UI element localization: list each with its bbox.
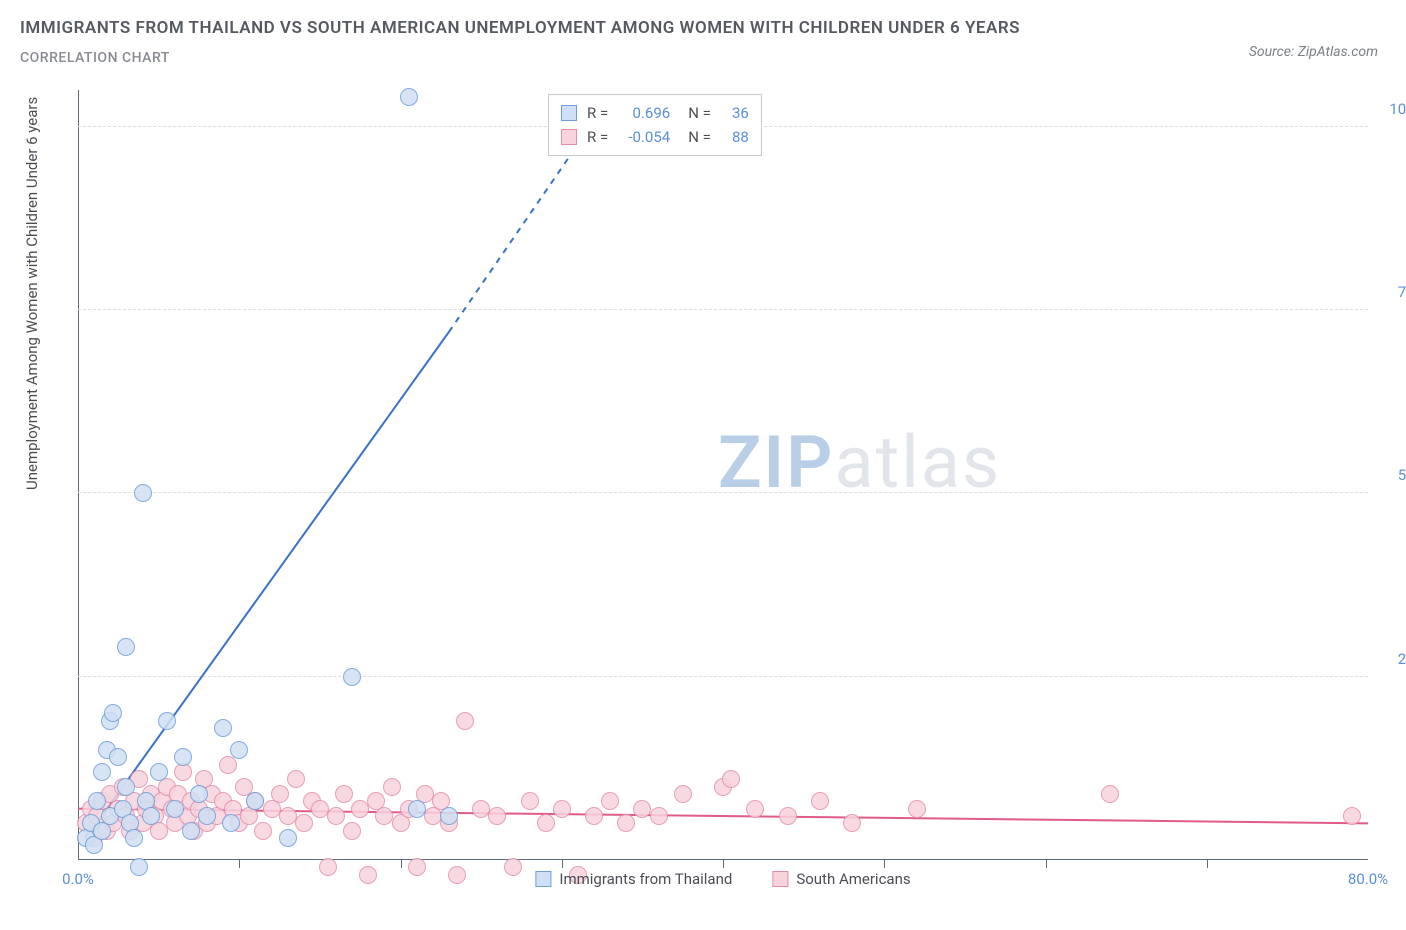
scatter-point [190,785,208,803]
scatter-point [109,748,127,766]
scatter-point [456,712,474,730]
stats-row: R = -0.054 N = 88 [561,125,749,149]
scatter-point [383,778,401,796]
scatter-point [319,858,337,876]
x-tick-label: 80.0% [1348,870,1388,888]
scatter-point [504,858,522,876]
scatter-point [811,792,829,810]
y-tick-label: 50.0% [1378,466,1406,484]
stat-n-value: 36 [721,101,749,125]
x-tick [1046,860,1047,868]
scatter-point [182,822,200,840]
scatter-point [150,763,168,781]
scatter-point [214,719,232,737]
stats-row: R = 0.696 N = 36 [561,101,749,125]
scatter-point [448,866,466,884]
scatter-point [117,638,135,656]
stat-n-label: N = [688,101,711,125]
scatter-point [440,807,458,825]
scatter-point [104,704,122,722]
scatter-point [271,785,289,803]
scatter-point [117,778,135,796]
stat-r-label: R = [587,101,608,125]
stat-n-label: N = [688,125,711,149]
scatter-point [130,858,148,876]
legend-swatch [561,129,577,145]
source-attribution: Source: ZipAtlas.com [1249,44,1378,60]
scatter-point [222,814,240,832]
y-tick-label: 75.0% [1378,283,1406,301]
scatter-point [174,748,192,766]
y-tick-label: 100.0% [1378,100,1406,118]
scatter-point [674,785,692,803]
scatter-point [198,807,216,825]
stats-legend: R = 0.696 N = 36 R = -0.054 N = 88 [548,94,762,156]
x-tick [401,860,402,868]
x-tick [1207,860,1208,868]
scatter-point [843,814,861,832]
scatter-point [287,770,305,788]
scatter-point [650,807,668,825]
scatter-point [88,792,106,810]
scatter-point [908,800,926,818]
scatter-point [1101,785,1119,803]
correlation-chart: Unemployment Among Women with Children U… [42,90,1382,890]
stat-r-label: R = [587,125,608,149]
x-tick [884,860,885,868]
scatter-point [166,800,184,818]
scatter-point [125,829,143,847]
stat-n-value: 88 [721,125,749,149]
scatter-point [779,807,797,825]
subtitle: CORRELATION CHART [20,50,1386,66]
scatter-point [142,807,160,825]
x-tick [239,860,240,868]
scatter-point [219,756,237,774]
scatter-point [400,88,418,106]
scatter-point [343,668,361,686]
scatter-point [246,792,264,810]
legend-swatch [561,105,577,121]
scatter-point [295,814,313,832]
y-tick-label: 25.0% [1378,650,1406,668]
scatter-point [134,484,152,502]
scatter-point [359,866,377,884]
scatter-point [537,814,555,832]
x-tick [562,860,563,868]
scatter-point [158,712,176,730]
scatter-point [335,785,353,803]
trend-line [86,332,449,838]
page-title: IMMIGRANTS FROM THAILAND VS SOUTH AMERIC… [20,18,1386,38]
scatter-point [1343,807,1361,825]
stat-r-value: 0.696 [618,101,670,125]
scatter-point [617,814,635,832]
scatter-point [553,800,571,818]
scatter-point [343,822,361,840]
legend-label: Immigrants from Thailand [559,870,732,888]
trend-layer [78,90,1368,860]
x-tick [723,860,724,868]
bottom-legend: Immigrants from Thailand South Americans [535,870,910,888]
legend-label: South Americans [796,870,910,888]
x-tick-label: 0.0% [62,870,94,888]
plot-area: ZIPatlas 25.0%50.0%75.0%100.0%0.0%80.0%R… [78,90,1368,860]
scatter-point [408,800,426,818]
scatter-point [408,858,426,876]
legend-item: Immigrants from Thailand [535,870,732,888]
legend-swatch [772,871,788,887]
scatter-point [601,792,619,810]
scatter-point [585,807,603,825]
scatter-point [230,741,248,759]
scatter-point [488,807,506,825]
legend-swatch [535,871,551,887]
stat-r-value: -0.054 [618,125,670,149]
scatter-point [93,763,111,781]
scatter-point [722,770,740,788]
legend-item: South Americans [772,870,910,888]
scatter-point [279,829,297,847]
y-axis-label: Unemployment Among Women with Children U… [23,97,41,490]
scatter-point [521,792,539,810]
scatter-point [746,800,764,818]
scatter-point [327,807,345,825]
scatter-point [254,822,272,840]
